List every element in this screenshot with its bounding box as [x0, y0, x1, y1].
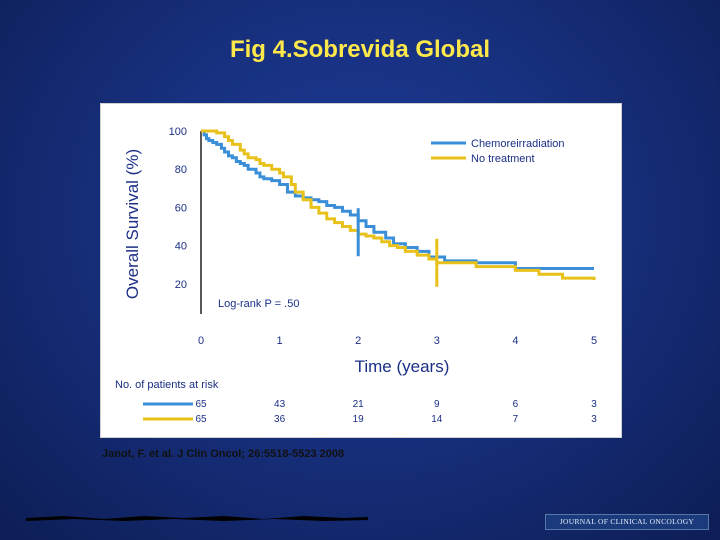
- redacted-scribble: [26, 516, 368, 521]
- x-tick-label: 1: [277, 335, 283, 347]
- risk-value: 19: [353, 414, 365, 425]
- risk-value: 7: [513, 414, 519, 425]
- risk-values: 65 43 21 9 6 3 65 36 19 14 7 3: [195, 399, 597, 425]
- risk-value: 65: [195, 399, 207, 410]
- x-tick-label: 5: [591, 335, 597, 347]
- x-tick-label: 2: [355, 335, 361, 347]
- legend: Chemoreirradiation No treatment: [431, 138, 565, 165]
- x-tick-label: 3: [434, 335, 440, 347]
- log-rank-annotation: Log-rank P = .50: [218, 298, 299, 310]
- risk-value: 6: [513, 399, 519, 410]
- y-tick-label: 40: [175, 241, 187, 253]
- risk-table-title: No. of patients at risk: [115, 379, 219, 391]
- y-tick-label: 60: [175, 202, 187, 214]
- x-tick-label: 4: [512, 335, 518, 347]
- series-layer: [201, 129, 596, 280]
- y-tick-labels: 100 80 60 40 20: [169, 126, 187, 291]
- censor-layer: [356, 208, 439, 287]
- risk-value: 65: [195, 414, 207, 425]
- y-tick-label: 100: [169, 126, 187, 138]
- risk-value: 21: [353, 399, 365, 410]
- y-tick-label: 80: [175, 164, 187, 176]
- x-tick-labels: 0 1 2 3 4 5: [198, 335, 597, 347]
- legend-label-chemoreirradiation: Chemoreirradiation: [471, 138, 565, 150]
- survival-curve-chemoreirradiation: [201, 129, 594, 271]
- y-tick-label: 20: [175, 279, 187, 291]
- risk-value: 36: [274, 414, 286, 425]
- survival-curve-no-treatment: [201, 129, 596, 280]
- risk-table: No. of patients at risk 65 43 21 9 6 3 65 36 19 1…: [115, 379, 597, 425]
- risk-value: 14: [431, 414, 443, 425]
- risk-value: 9: [434, 399, 440, 410]
- y-axis-label: Overall Survival (%): [123, 149, 142, 299]
- risk-value: 3: [591, 414, 597, 425]
- risk-value: 43: [274, 399, 286, 410]
- x-axis-label: Time (years): [355, 357, 450, 376]
- legend-label-no-treatment: No treatment: [471, 153, 535, 165]
- risk-value: 3: [591, 399, 597, 410]
- journal-logo: JOURNAL OF CLINICAL ONCOLOGY: [545, 514, 709, 530]
- slide-title: Fig 4.Sobrevida Global: [229, 36, 491, 63]
- citation: Janot, F. et al. J Clin Oncol; 26:5518-5…: [102, 448, 345, 460]
- x-tick-label: 0: [198, 335, 204, 347]
